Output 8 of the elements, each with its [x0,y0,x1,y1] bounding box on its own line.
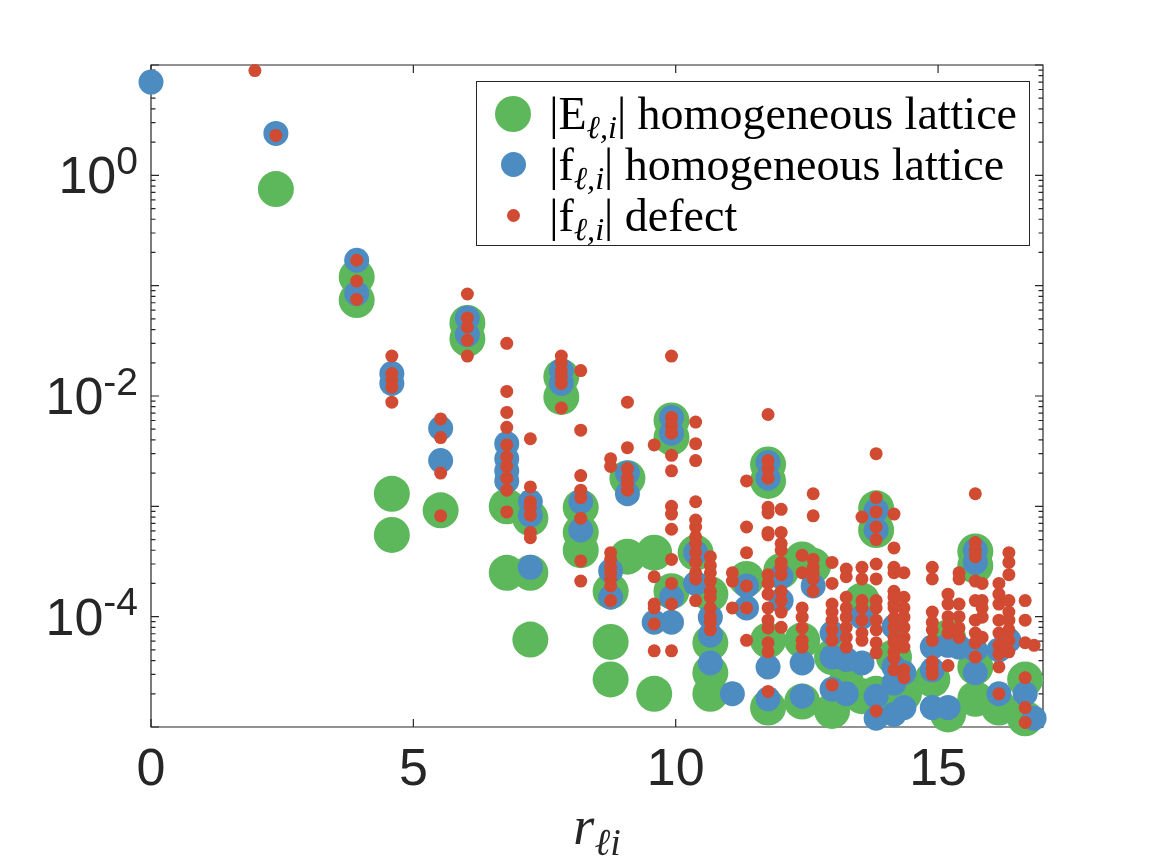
x-tick-label: 10 [646,737,705,796]
x-tick-label: 15 [909,737,967,796]
y-tick-label: 10$^{0}$ [58,138,138,205]
y-tick-label: 10$^{-4}$ [45,580,138,646]
y-tick-label: 10$^{-2}$ [45,359,138,425]
x-axis-title: r$_{ℓi}$ [573,796,621,864]
x-tick-label: 0 [136,737,166,796]
x-tick-label: 5 [398,737,428,796]
